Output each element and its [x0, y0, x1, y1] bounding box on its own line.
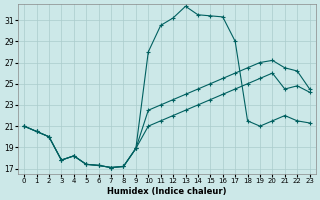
X-axis label: Humidex (Indice chaleur): Humidex (Indice chaleur) [107, 187, 227, 196]
